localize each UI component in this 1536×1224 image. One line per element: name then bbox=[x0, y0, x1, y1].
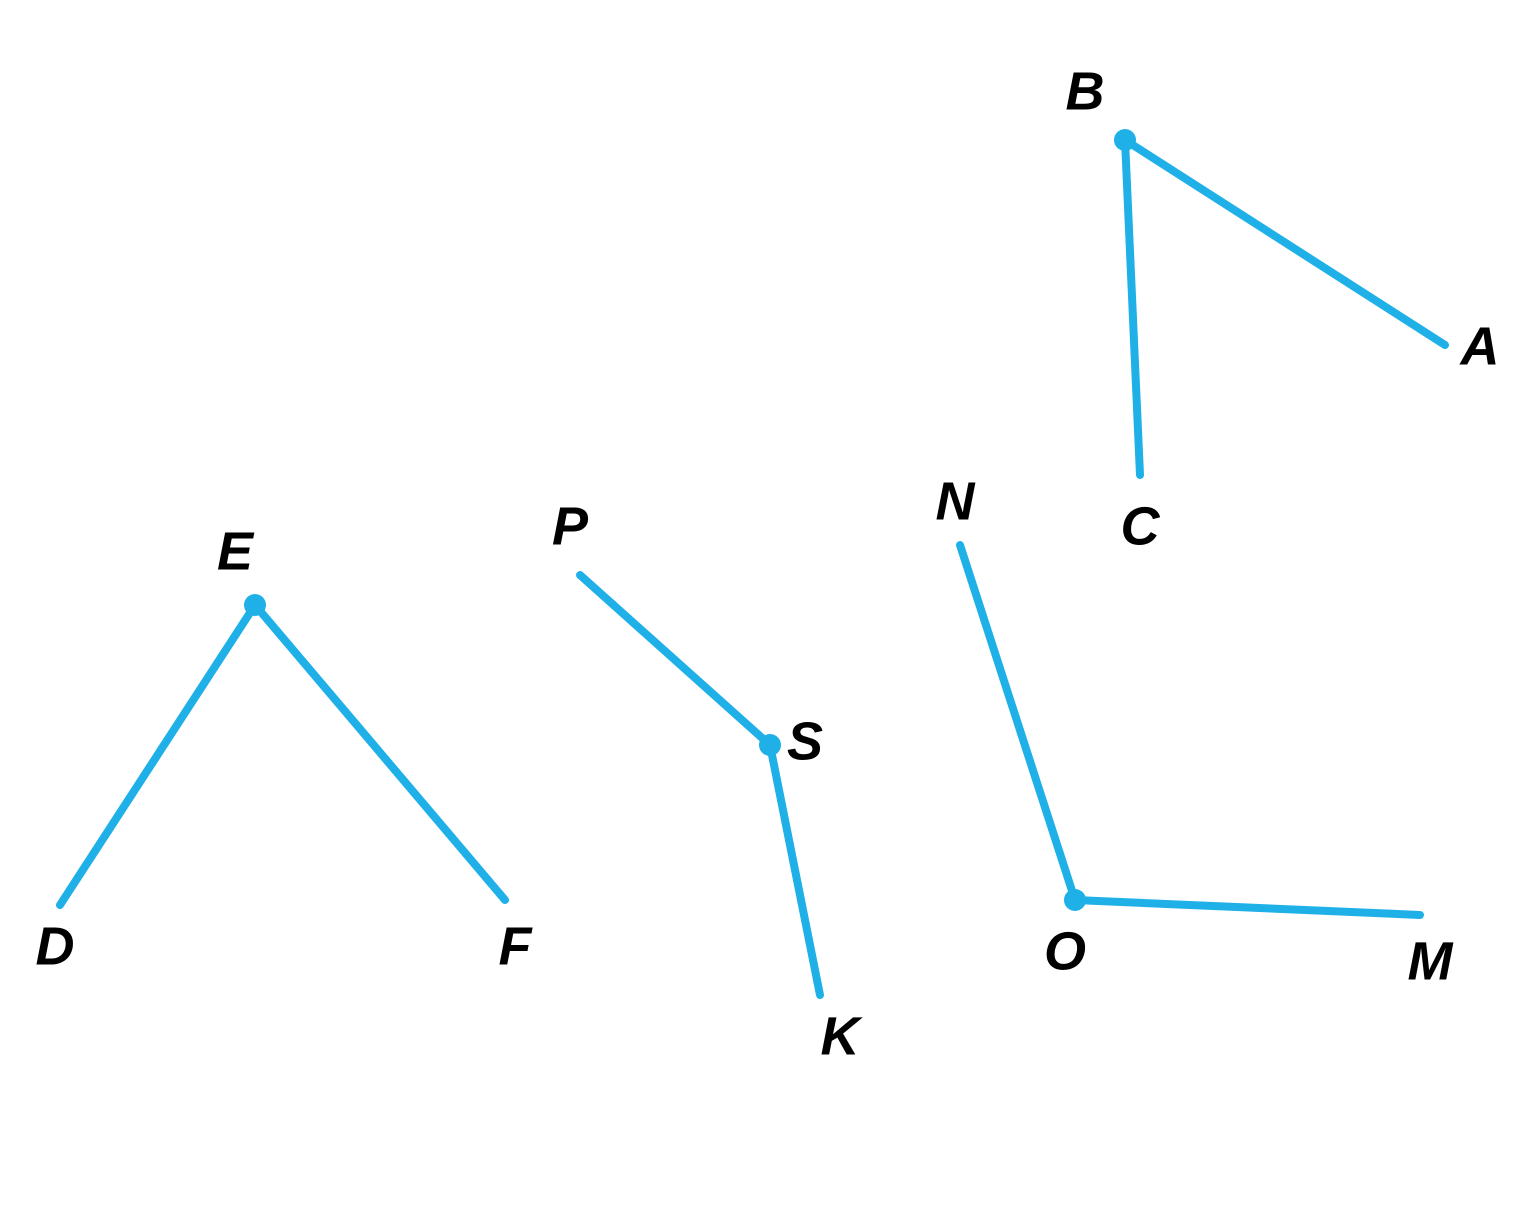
ray-ED bbox=[60, 605, 255, 905]
label-B: B bbox=[1066, 61, 1105, 121]
label-D: D bbox=[36, 916, 75, 976]
ray-OM bbox=[1075, 900, 1420, 915]
ray-ON bbox=[960, 545, 1075, 900]
label-P: P bbox=[552, 496, 589, 556]
angles-diagram: E D F S P K O N M B A C bbox=[0, 0, 1536, 1224]
label-K: K bbox=[821, 1006, 864, 1066]
label-F: F bbox=[499, 916, 534, 976]
ray-EF bbox=[255, 605, 505, 900]
vertex-O bbox=[1064, 889, 1086, 911]
label-N: N bbox=[936, 471, 976, 531]
label-C: C bbox=[1121, 496, 1161, 556]
vertex-E bbox=[244, 594, 266, 616]
angle-DEF: E D F bbox=[36, 521, 534, 976]
label-O: O bbox=[1044, 921, 1086, 981]
ray-SP bbox=[580, 575, 770, 745]
ray-BC bbox=[1125, 140, 1140, 475]
label-A: A bbox=[1459, 316, 1500, 376]
vertex-S bbox=[759, 734, 781, 756]
angle-NOM: O N M bbox=[936, 471, 1454, 991]
ray-BA bbox=[1125, 140, 1445, 345]
label-E: E bbox=[217, 521, 255, 581]
label-S: S bbox=[787, 711, 823, 771]
angle-PSK: S P K bbox=[552, 496, 864, 1066]
ray-SK bbox=[770, 745, 820, 995]
label-M: M bbox=[1408, 931, 1454, 991]
vertex-B bbox=[1114, 129, 1136, 151]
angle-ABC: B A C bbox=[1066, 61, 1500, 556]
